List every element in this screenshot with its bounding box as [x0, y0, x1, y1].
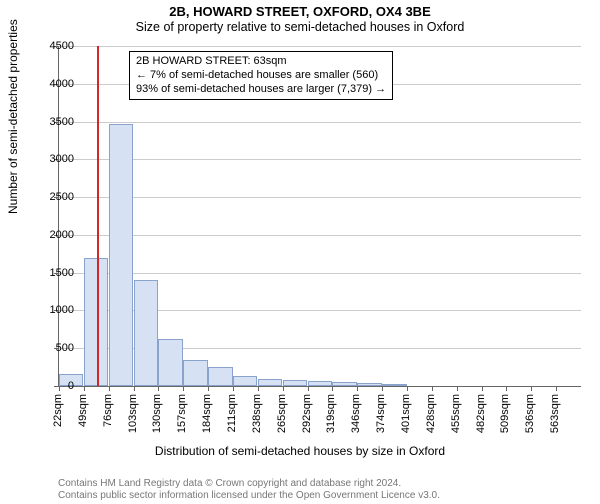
annotation-line1: 2B HOWARD STREET: 63sqm [136, 55, 386, 69]
ytick-label: 0 [34, 380, 74, 392]
xtick-label: 346sqm [350, 394, 362, 433]
gridline [59, 235, 581, 236]
y-axis-label: Number of semi-detached properties [6, 19, 20, 214]
xtick-mark [432, 386, 433, 391]
xtick-label: 292sqm [301, 394, 313, 433]
reference-line [97, 46, 99, 386]
xtick-mark [109, 386, 110, 391]
histogram-bar [158, 339, 182, 386]
ytick-label: 1500 [34, 267, 74, 279]
xtick-mark [208, 386, 209, 391]
xtick-label: 130sqm [151, 394, 163, 433]
xtick-label: 76sqm [102, 394, 114, 427]
xtick-label: 184sqm [201, 394, 213, 433]
xtick-mark [556, 386, 557, 391]
histogram-bar [283, 380, 307, 386]
annotation-line3: 93% of semi-detached houses are larger (… [136, 83, 386, 97]
xtick-mark [134, 386, 135, 391]
ytick-label: 4500 [34, 40, 74, 52]
xtick-mark [506, 386, 507, 391]
xtick-label: 211sqm [226, 394, 238, 432]
xtick-label: 509sqm [499, 394, 511, 433]
histogram-bar [134, 280, 158, 386]
xtick-mark [84, 386, 85, 391]
histogram-bar [109, 124, 133, 386]
xtick-label: 157sqm [176, 394, 188, 433]
x-axis-label: Distribution of semi-detached houses by … [0, 444, 600, 458]
ytick-label: 3500 [34, 116, 74, 128]
histogram-bar [183, 360, 207, 386]
histogram-bar [208, 367, 232, 386]
ytick-label: 3000 [34, 153, 74, 165]
xtick-mark [407, 386, 408, 391]
xtick-label: 103sqm [127, 394, 139, 433]
gridline [59, 122, 581, 123]
gridline [59, 273, 581, 274]
histogram-bar [308, 381, 332, 386]
gridline [59, 46, 581, 47]
copyright-text: Contains HM Land Registry data © Crown c… [58, 478, 440, 502]
xtick-mark [457, 386, 458, 391]
xtick-mark [357, 386, 358, 391]
xtick-label: 238sqm [251, 394, 263, 433]
ytick-label: 1000 [34, 304, 74, 316]
xtick-label: 563sqm [549, 394, 561, 433]
xtick-label: 49sqm [77, 394, 89, 427]
gridline [59, 197, 581, 198]
xtick-label: 536sqm [524, 394, 536, 433]
xtick-mark [308, 386, 309, 391]
xtick-mark [258, 386, 259, 391]
annotation-line2: ← 7% of semi-detached houses are smaller… [136, 69, 386, 83]
histogram-bar [357, 383, 381, 386]
xtick-mark [531, 386, 532, 391]
histogram-bar [258, 379, 282, 386]
ytick-label: 4000 [34, 78, 74, 90]
xtick-mark [158, 386, 159, 391]
ytick-label: 2500 [34, 191, 74, 203]
histogram-bar [332, 382, 356, 386]
chart-plot-area: 2B HOWARD STREET: 63sqm← 7% of semi-deta… [58, 46, 581, 387]
xtick-label: 482sqm [475, 394, 487, 433]
xtick-label: 374sqm [375, 394, 387, 433]
xtick-label: 401sqm [400, 394, 412, 433]
xtick-mark [283, 386, 284, 391]
xtick-label: 22sqm [52, 394, 64, 427]
ytick-label: 500 [34, 342, 74, 354]
xtick-mark [183, 386, 184, 391]
xtick-label: 319sqm [325, 394, 337, 433]
copyright-line1: Contains HM Land Registry data © Crown c… [58, 478, 440, 490]
annotation-box: 2B HOWARD STREET: 63sqm← 7% of semi-deta… [129, 51, 393, 100]
chart-title: 2B, HOWARD STREET, OXFORD, OX4 3BE [0, 4, 600, 19]
xtick-mark [482, 386, 483, 391]
histogram-bar [382, 384, 406, 386]
xtick-mark [382, 386, 383, 391]
xtick-label: 428sqm [425, 394, 437, 433]
xtick-mark [332, 386, 333, 391]
chart-subtitle: Size of property relative to semi-detach… [0, 20, 600, 34]
xtick-label: 455sqm [450, 394, 462, 433]
xtick-label: 265sqm [276, 394, 288, 433]
xtick-mark [233, 386, 234, 391]
copyright-line2: Contains public sector information licen… [58, 490, 440, 502]
gridline [59, 159, 581, 160]
histogram-bar [233, 376, 257, 386]
ytick-label: 2000 [34, 229, 74, 241]
